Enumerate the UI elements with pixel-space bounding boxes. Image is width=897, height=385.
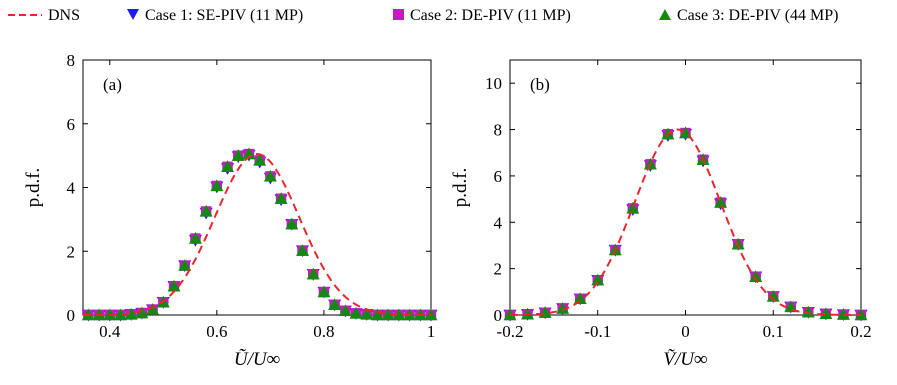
y-tick-label-a: 6 [67,115,76,134]
y-tick-label-a: 8 [67,51,76,70]
y-tick-label-b: 0 [494,306,503,325]
legend-dns-label: DNS [48,7,80,24]
y-tick-label-b: 8 [494,121,503,140]
data-point-case3-b [819,307,833,320]
data-point-case3-a [296,244,310,256]
data-point-case3-a [370,308,384,321]
data-point-case3-a [178,259,192,271]
data-point-case3-a [135,306,149,319]
x-tick-label-a: 0.6 [206,322,227,341]
dns-curve-b [509,128,861,316]
y-tick-label-a: 0 [67,306,76,325]
y-tick-label-a: 2 [67,242,76,261]
y-axis-label-a: p.d.f. [23,168,44,208]
data-point-case3-b [591,273,605,286]
data-point-case3-b [556,302,570,314]
data-point-case3-b [714,196,728,208]
data-point-case3-a [349,306,363,319]
data-point-case3-a [231,149,245,161]
x-tick-label-b: 0.2 [850,322,871,341]
data-point-case3-a [167,279,181,292]
legend-case2-marker [393,9,404,20]
x-tick-label-b: 0.1 [763,322,784,341]
legend-case3-label: Case 3: DE-PIV (44 MP) [677,7,838,24]
data-point-case3-a [306,267,320,280]
data-point-case3-a [221,160,235,172]
data-point-case3-b [731,237,745,250]
data-point-case3-a [263,169,277,182]
data-point-case3-b [538,306,552,318]
data-point-case3-a [199,204,213,217]
data-point-case3-b [766,289,780,302]
y-tick-label-b: 4 [494,213,503,232]
x-tick-label-a: 1 [427,322,436,341]
x-tick-label-a: 0.8 [313,322,334,341]
y-tick-label-b: 2 [494,260,503,279]
data-point-case3-a [360,307,374,320]
x-axis-label-a: Ũ/U∞ [234,349,280,370]
data-point-case3-b [784,300,798,313]
data-point-case3-b [836,308,850,320]
data-point-case3-b [749,270,763,282]
chart-panel-a: 0.4 0.6 0.8 1 0 2 4 6 8 (a) p.d.f. Ũ/U∞ [23,51,438,370]
y-tick-label-a: 4 [67,179,76,198]
x-tick-label-b: 0 [681,322,690,341]
x-axis-label-b: Ṽ/U∞ [663,349,707,370]
data-point-case3-a [146,303,160,315]
y-tick-label-b: 6 [494,167,503,186]
data-point-case3-b [573,292,587,304]
plot-frame-a [82,59,432,316]
x-tick-label-a: 0.4 [99,322,121,341]
dns-curve-a [82,153,432,316]
data-point-case3-a [381,308,395,321]
data-point-case3-a [188,232,202,244]
x-tick-label-b: -0.2 [497,322,524,341]
data-point-case3-a [317,285,331,298]
legend-case1-label: Case 1: SE-PIV (11 MP) [145,7,303,24]
y-axis-label-b: p.d.f. [450,168,471,208]
y-tick-label-b: 10 [485,74,502,93]
chart-panel-b: -0.2 -0.1 0 0.1 0.2 0 2 4 6 8 10 (b) p.d.f. Ṽ/U∞ [450,59,872,370]
data-point-case3-a [285,217,299,230]
data-point-case3-a [113,308,127,321]
legend: DNS Case 1: SE-PIV (11 MP) Case 2: DE-PI… [8,7,838,24]
data-point-case3-a [392,308,406,321]
data-point-case3-a [242,147,256,160]
panel-label-b: (b) [530,75,550,94]
data-point-case3-a [274,192,288,204]
panel-label-a: (a) [103,75,122,94]
plot-frame-b [509,59,862,316]
data-point-case3-a [210,179,224,192]
data-point-case3-b [626,201,640,214]
data-point-case3-a [338,304,352,317]
x-tick-label-b: -0.1 [584,322,611,341]
legend-case3-marker [659,9,671,20]
data-point-case3-a [253,153,267,166]
data-point-case3-a [328,298,342,310]
legend-case2-label: Case 2: DE-PIV (11 MP) [410,7,571,24]
data-point-case3-a [124,307,138,320]
legend-case1-marker [127,9,139,20]
